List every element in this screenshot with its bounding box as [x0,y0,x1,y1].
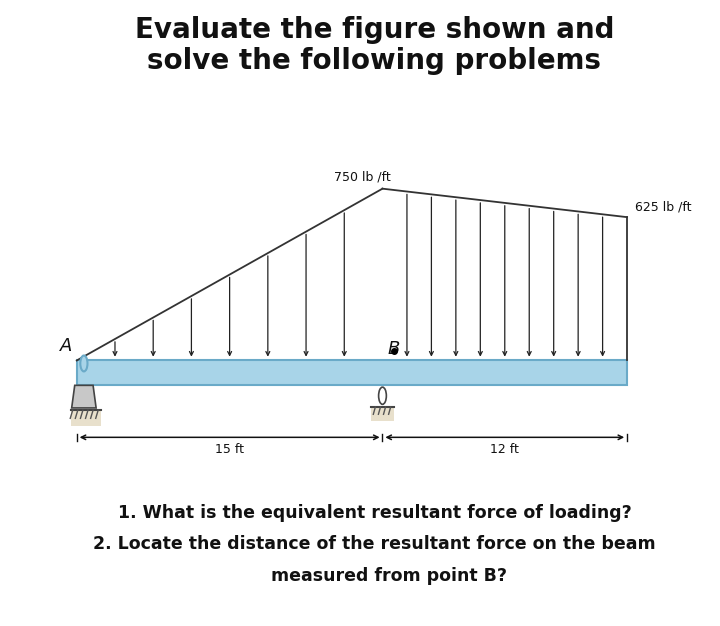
Text: 750 lb /ft: 750 lb /ft [334,170,390,183]
Text: B: B [387,340,400,358]
Text: Evaluate the figure shown and: Evaluate the figure shown and [135,16,614,44]
FancyBboxPatch shape [77,361,627,386]
Text: 2. Locate the distance of the resultant force on the beam: 2. Locate the distance of the resultant … [93,535,656,553]
Text: 12 ft: 12 ft [490,443,519,456]
Text: solve the following problems: solve the following problems [148,47,601,75]
Circle shape [379,387,387,404]
Circle shape [81,356,88,371]
Text: 1. What is the equivalent resultant force of loading?: 1. What is the equivalent resultant forc… [117,504,631,522]
Text: 625 lb /ft: 625 lb /ft [635,200,692,213]
Polygon shape [72,386,96,408]
Text: 15 ft: 15 ft [215,443,244,456]
Text: measured from point B?: measured from point B? [241,567,508,585]
FancyBboxPatch shape [71,410,102,426]
Text: A: A [60,337,73,355]
FancyBboxPatch shape [372,407,394,421]
